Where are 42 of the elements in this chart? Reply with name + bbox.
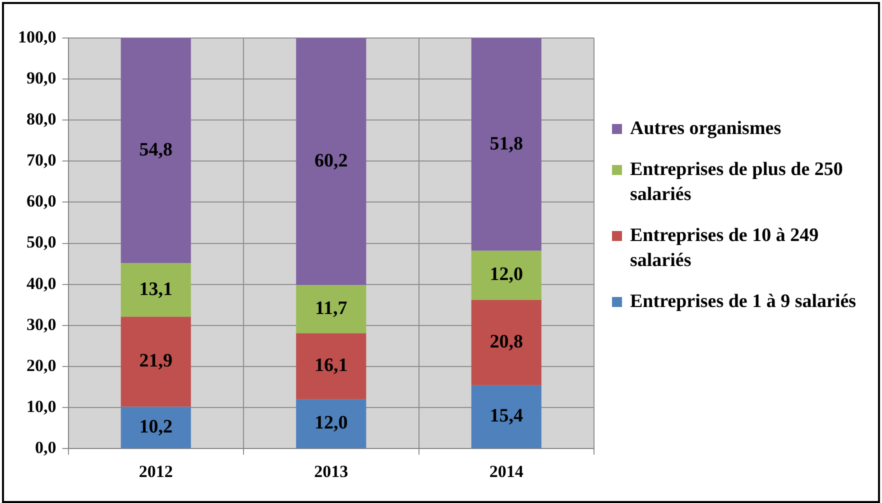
bar xyxy=(296,285,366,334)
data-label: 13,1 xyxy=(139,278,172,300)
y-tick-label: 10,0 xyxy=(26,396,56,416)
data-label: 20,8 xyxy=(490,332,523,353)
y-tick-label: 40,0 xyxy=(26,274,56,293)
legend-label: Entreprises de plus de 250 salariés xyxy=(630,158,844,207)
bar xyxy=(120,263,191,317)
bar xyxy=(296,38,366,286)
y-tick-label: 100,0 xyxy=(18,27,56,46)
data-label: 60,2 xyxy=(314,150,348,172)
data-label: 12,0 xyxy=(490,264,523,286)
x-tick-label: 2013 xyxy=(314,462,348,482)
data-label: 15,4 xyxy=(490,406,524,427)
bar xyxy=(296,399,366,448)
data-label: 51,8 xyxy=(490,133,523,154)
y-tick-label: 20,0 xyxy=(26,356,56,375)
legend-label: Autres organismes xyxy=(630,117,782,141)
y-tick-label: 30,0 xyxy=(26,314,56,334)
bar xyxy=(120,406,191,448)
bar xyxy=(471,300,542,386)
y-tick-label: 60,0 xyxy=(26,192,56,211)
x-tick-label: 2014 xyxy=(489,462,524,482)
y-tick-label: 80,0 xyxy=(26,110,56,129)
data-label: 11,7 xyxy=(315,298,348,320)
y-tick-label: 0,0 xyxy=(35,438,56,457)
x-tick-label: 2012 xyxy=(138,462,173,482)
data-label: 16,1 xyxy=(314,355,348,376)
bar xyxy=(471,250,542,300)
bar xyxy=(471,38,542,251)
bar xyxy=(296,333,366,400)
data-label: 54,8 xyxy=(139,139,172,160)
data-label: 10,2 xyxy=(139,416,172,438)
y-tick-label: 50,0 xyxy=(26,232,56,252)
bar xyxy=(120,38,191,264)
y-tick-label: 70,0 xyxy=(26,150,56,170)
y-tick-label: 90,0 xyxy=(26,68,56,88)
data-label: 21,9 xyxy=(139,350,172,372)
legend-label: Entreprises de 10 à 249 salariés xyxy=(630,224,820,273)
legend-label: Entreprises de 1 à 9 salariés xyxy=(630,290,856,314)
bar xyxy=(120,316,191,407)
data-label: 12,0 xyxy=(314,412,348,434)
bar xyxy=(471,385,542,448)
